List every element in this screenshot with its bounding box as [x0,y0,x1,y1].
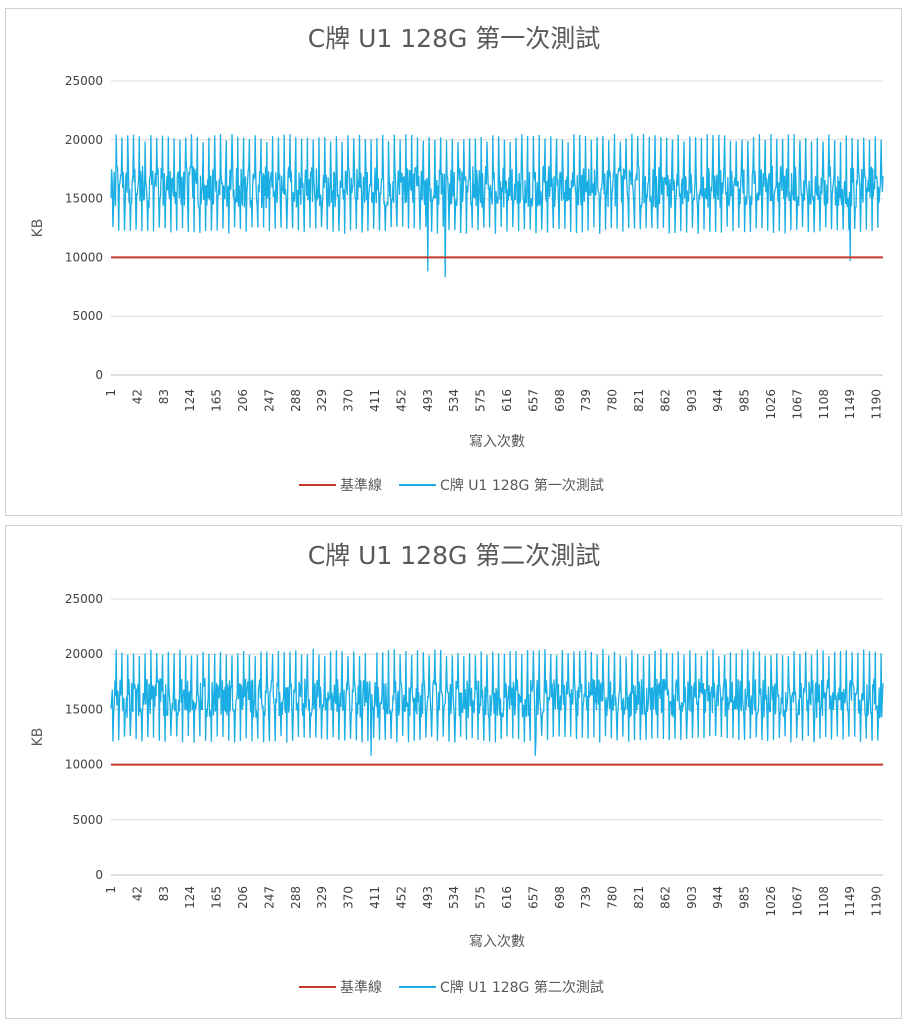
x-tick-label: 1026 [764,389,778,420]
x-tick-label: 493 [421,389,435,412]
x-tick-label: 575 [474,389,488,412]
x-tick-label: 575 [474,886,488,909]
x-tick-label: 165 [210,389,224,412]
x-tick-label: 206 [236,886,250,909]
x-tick-label: 493 [421,886,435,909]
x-tick-label: 165 [210,886,224,909]
x-tick-label: 329 [315,886,329,909]
x-tick-label: 862 [658,886,672,909]
x-tick-label: 1190 [870,886,884,917]
y-tick-label: 15000 [65,702,103,716]
x-tick-label: 534 [447,389,461,412]
x-tick-label: 862 [658,389,672,412]
x-tick-label: 288 [289,886,303,909]
x-tick-label: 534 [447,886,461,909]
x-tick-label: 329 [315,389,329,412]
x-tick-label: 1 [104,886,118,894]
x-tick-label: 985 [738,389,752,412]
x-tick-label: 206 [236,389,250,412]
x-tick-label: 657 [526,886,540,909]
x-tick-label: 698 [553,886,567,909]
x-tick-label: 821 [632,389,646,412]
x-tick-label: 411 [368,886,382,909]
x-tick-label: 1108 [817,886,831,917]
x-axis-label: 寫入次數 [469,433,525,450]
x-tick-label: 42 [130,389,144,404]
x-axis-label: 寫入次數 [469,933,525,950]
y-tick-label: 20000 [65,133,103,147]
chart-2: C牌 U1 128G 第二次測試 0 5000 10000 15000 20000 2500… [30,541,884,996]
legend-label-series: C牌 U1 128G 第一次測試 [440,477,604,494]
x-tick-label: 83 [157,886,171,901]
x-tick-label: 1067 [790,389,804,420]
x-tick-label: 124 [183,886,197,909]
x-tick-label: 821 [632,886,646,909]
x-tick-label: 985 [738,886,752,909]
x-tick-label: 1067 [790,886,804,917]
y-tick-label: 20000 [65,647,103,661]
x-tick-label: 1108 [817,389,831,420]
y-tick-label: 10000 [65,758,103,772]
y-tick-label: 25000 [65,74,103,88]
legend-label-baseline: 基準線 [340,979,382,996]
legend: 基準線 C牌 U1 128G 第二次測試 [299,979,604,996]
x-tick-label: 1149 [843,886,857,917]
x-tick-label: 1190 [870,389,884,420]
chart-title: C牌 U1 128G 第二次測試 [308,541,601,570]
x-tick-label: 247 [262,389,276,412]
x-tick-label: 1026 [764,886,778,917]
x-tick-label: 452 [394,389,408,412]
x-tick-label: 944 [711,886,725,909]
x-tick-label: 83 [157,389,171,404]
x-tick-label: 616 [500,389,514,412]
x-tick-label: 370 [342,886,356,909]
x-tick-label: 42 [130,886,144,901]
x-tick-label: 411 [368,389,382,412]
chart-panel-1: C牌 U1 128G 第一次測試 0 5000 10000 15000 20000 2500… [5,8,902,516]
x-tick-label: 616 [500,886,514,909]
y-tick-label: 0 [95,868,103,882]
x-tick-label: 903 [685,886,699,909]
legend-label-series: C牌 U1 128G 第二次測試 [440,979,604,996]
x-tick-label: 944 [711,389,725,412]
y-axis-label: KB [30,219,46,238]
chart-1: C牌 U1 128G 第一次測試 0 5000 10000 15000 20000 2500… [30,24,884,494]
x-tick-label: 1 [104,389,118,397]
x-tick-label: 247 [262,886,276,909]
x-tick-label: 1149 [843,389,857,420]
x-tick-label: 698 [553,389,567,412]
series-line [110,133,884,278]
x-tick-label: 288 [289,389,303,412]
y-tick-label: 10000 [65,250,103,264]
legend: 基準線 C牌 U1 128G 第一次測試 [299,477,604,494]
x-tick-label: 739 [579,389,593,412]
y-tick-label: 5000 [72,813,103,827]
y-tick-label: 5000 [72,309,103,323]
x-tick-label: 780 [606,886,620,909]
y-tick-label: 25000 [65,592,103,606]
legend-label-baseline: 基準線 [340,477,382,494]
y-tick-label: 15000 [65,192,103,206]
series-line [110,648,884,756]
y-axis-label: KB [30,728,46,747]
y-tick-label: 0 [95,368,103,382]
chart-panel-2: C牌 U1 128G 第二次測試 0 5000 10000 15000 20000 2500… [5,525,902,1019]
x-tick-label: 780 [606,389,620,412]
x-tick-label: 124 [183,389,197,412]
chart-title: C牌 U1 128G 第一次測試 [308,24,601,53]
x-tick-label: 739 [579,886,593,909]
x-tick-label: 370 [342,389,356,412]
x-tick-label: 657 [526,389,540,412]
x-tick-label: 903 [685,389,699,412]
x-tick-label: 452 [394,886,408,909]
